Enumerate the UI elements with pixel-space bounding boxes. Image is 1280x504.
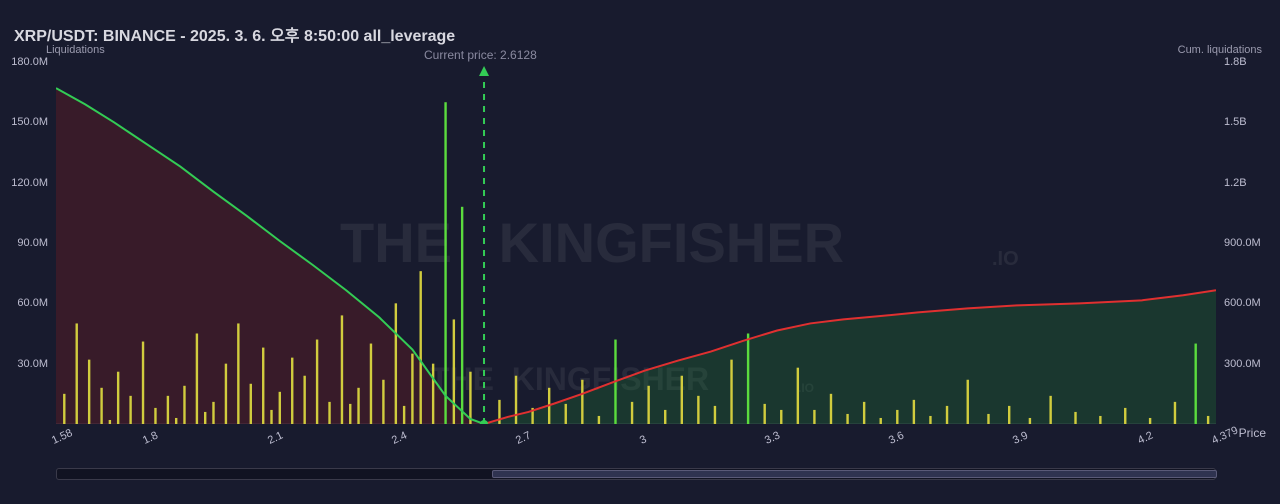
left-axis-label: Liquidations [46,44,105,56]
left-axis-tick: 30.0M [8,358,48,370]
left-axis-tick: 120.0M [8,177,48,189]
right-axis-tick: 1.5B [1224,116,1274,128]
x-axis-label: Price [1239,426,1266,440]
x-axis-tick: 1.8 [141,430,160,447]
x-axis-tick: 3.9 [1011,430,1030,447]
right-axis-tick: 300.0M [1224,358,1274,370]
liquidation-chart[interactable] [56,62,1216,424]
chart-container: XRP/USDT: BINANCE - 2025. 3. 6. 오후 8:50:… [0,0,1280,504]
left-axis-tick: 180.0M [8,56,48,68]
current-price-label: Current price: 2.6128 [424,48,537,62]
right-axis-tick: 900.0M [1224,237,1274,249]
left-axis-tick: 60.0M [8,297,48,309]
x-axis-tick: 3 [638,433,649,446]
x-axis-tick: 1.58 [50,427,74,447]
x-axis-tick: 3.6 [887,430,906,447]
right-axis-tick: 1.8B [1224,56,1274,68]
x-axis-tick: 3.3 [763,430,782,447]
x-axis-tick: 2.7 [514,430,533,447]
left-axis-tick: 90.0M [8,237,48,249]
range-scrollbar[interactable] [56,468,1216,480]
right-axis-label: Cum. liquidations [1178,44,1262,56]
x-axis-tick: 2.4 [390,430,409,447]
left-axis-tick: 150.0M [8,116,48,128]
x-axis-tick: 2.1 [266,430,285,447]
x-axis-tick: 4.379 [1210,424,1240,447]
x-axis-tick: 4.2 [1136,430,1155,447]
chart-title: XRP/USDT: BINANCE - 2025. 3. 6. 오후 8:50:… [14,22,455,46]
right-axis-tick: 600.0M [1224,297,1274,309]
right-axis-tick: 1.2B [1224,177,1274,189]
range-scrollbar-thumb[interactable] [492,470,1217,478]
